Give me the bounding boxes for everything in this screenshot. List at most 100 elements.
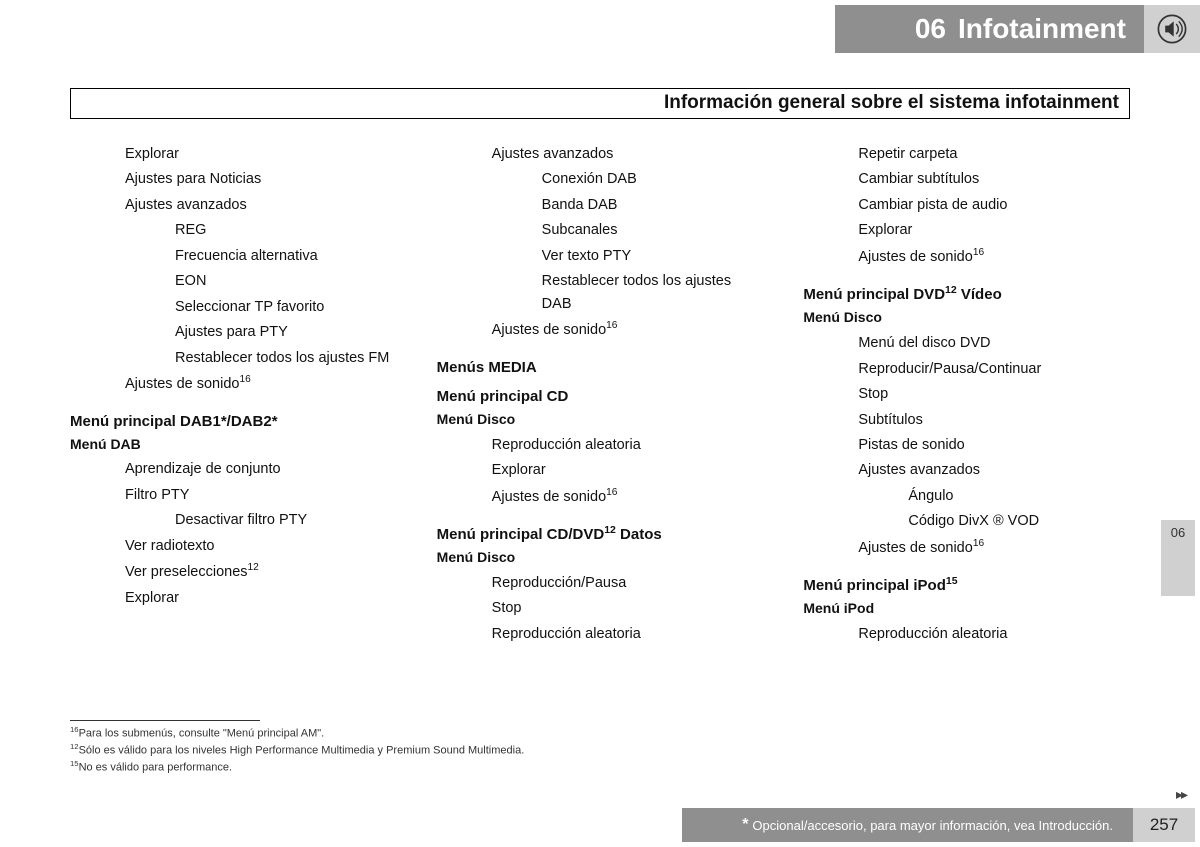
list-item: REG xyxy=(70,219,397,241)
section-title: Información general sobre el sistema inf… xyxy=(70,88,1130,119)
text: Para los submenús, consulte "Menú princi… xyxy=(79,728,325,740)
footnote-line: 16Para los submenús, consulte "Menú prin… xyxy=(70,725,1130,742)
list-item: Stop xyxy=(437,597,764,619)
list-item: Explorar xyxy=(70,587,397,609)
text: Menú principal CD/DVD xyxy=(437,526,605,543)
menu-subheading: Menú Disco xyxy=(803,307,1130,329)
sup-ref: 16 xyxy=(973,538,984,549)
list-item: Cambiar subtítulos xyxy=(803,168,1130,190)
list-item: Ajustes para PTY xyxy=(70,321,397,343)
continuation-arrows-icon: ▸▸ xyxy=(1176,786,1186,803)
list-item: EON xyxy=(70,270,397,292)
content-columns: Explorar Ajustes para Noticias Ajustes a… xyxy=(70,140,1130,649)
list-item: Subtítulos xyxy=(803,409,1130,431)
list-item: Ajustes de sonido16 xyxy=(437,485,764,508)
list-item: Aprendizaje de conjunto xyxy=(70,458,397,480)
list-item: Banda DAB xyxy=(437,194,764,216)
list-item: Restablecer todos los ajustes DAB xyxy=(437,270,764,315)
list-item: Ver texto PTY xyxy=(437,245,764,267)
sup-ref: 12 xyxy=(248,562,259,573)
list-item: Ajustes de sonido16 xyxy=(437,318,764,341)
list-item: Ajustes para Noticias xyxy=(70,168,397,190)
menu-subheading: Menú DAB xyxy=(70,434,397,456)
text: Ajustes de sonido xyxy=(125,376,239,392)
list-item: Código DivX ® VOD xyxy=(803,510,1130,532)
sup-ref: 15 xyxy=(70,759,79,768)
sup-ref: 16 xyxy=(239,374,250,385)
text: Menú principal iPod xyxy=(803,577,946,594)
list-item: Explorar xyxy=(803,219,1130,241)
side-tab: 06 xyxy=(1161,520,1195,596)
list-item: Menú del disco DVD xyxy=(803,332,1130,354)
chapter-number: 06 xyxy=(915,13,946,45)
text: Ver preselecciones xyxy=(125,564,248,580)
text: Sólo es válido para los niveles High Per… xyxy=(79,745,525,757)
speaker-icon xyxy=(1155,12,1189,46)
list-item: Ver radiotexto xyxy=(70,535,397,557)
sup-ref: 12 xyxy=(70,742,79,751)
footer-note: * Opcional/accesorio, para mayor informa… xyxy=(682,808,1133,842)
list-item: Conexión DAB xyxy=(437,168,764,190)
list-item: Ajustes de sonido16 xyxy=(803,536,1130,559)
middle-column: Ajustes avanzados Conexión DAB Banda DAB… xyxy=(437,140,764,649)
menu-heading: Menú principal DAB1*/DAB2* xyxy=(70,410,397,433)
text: Datos xyxy=(616,526,662,543)
list-item: Reproducción aleatoria xyxy=(437,434,764,456)
menu-heading: Menú principal CD/DVD12 Datos xyxy=(437,522,764,546)
sup-ref: 16 xyxy=(973,247,984,258)
sup-ref: 16 xyxy=(70,725,79,734)
left-column: Explorar Ajustes para Noticias Ajustes a… xyxy=(70,140,397,649)
sup-ref: 12 xyxy=(945,284,957,296)
menu-heading: Menú principal CD xyxy=(437,385,764,408)
list-item: Ajustes avanzados xyxy=(437,143,764,165)
asterisk-symbol: * xyxy=(742,816,748,834)
footer-bar: * Opcional/accesorio, para mayor informa… xyxy=(682,808,1195,842)
list-item: Ajustes avanzados xyxy=(70,194,397,216)
list-item: Explorar xyxy=(437,459,764,481)
footnotes: 16Para los submenús, consulte "Menú prin… xyxy=(70,720,1130,776)
list-item: Ver preselecciones12 xyxy=(70,560,397,583)
text: Ajustes de sonido xyxy=(492,322,606,338)
list-item: Frecuencia alternativa xyxy=(70,245,397,267)
footnote-line: 15No es válido para performance. xyxy=(70,759,1130,776)
text: Menú principal DVD xyxy=(803,286,945,303)
list-item: Ajustes de sonido16 xyxy=(803,245,1130,268)
list-item: Seleccionar TP favorito xyxy=(70,296,397,318)
list-item: Restablecer todos los ajustes FM xyxy=(70,347,397,369)
text: No es válido para performance. xyxy=(79,762,232,774)
speaker-icon-box xyxy=(1144,5,1200,53)
menu-heading: Menús MEDIA xyxy=(437,356,764,379)
menu-subheading: Menú Disco xyxy=(437,547,764,569)
list-item: Filtro PTY xyxy=(70,484,397,506)
header-bar: 06 Infotainment xyxy=(0,5,1200,53)
list-item: Desactivar filtro PTY xyxy=(70,509,397,531)
list-item: Reproducción/Pausa xyxy=(437,572,764,594)
sup-ref: 12 xyxy=(604,524,616,536)
text: Ajustes de sonido xyxy=(858,540,972,556)
list-item: Subcanales xyxy=(437,219,764,241)
right-column: Repetir carpeta Cambiar subtítulos Cambi… xyxy=(803,140,1130,649)
text: Ajustes de sonido xyxy=(492,489,606,505)
list-item: Ajustes de sonido16 xyxy=(70,372,397,395)
sup-ref: 16 xyxy=(606,487,617,498)
footer-text: Opcional/accesorio, para mayor informaci… xyxy=(752,818,1113,833)
list-item: Reproducir/Pausa/Continuar xyxy=(803,358,1130,380)
text: Ajustes de sonido xyxy=(858,249,972,265)
sup-ref: 16 xyxy=(606,320,617,331)
list-item: Ángulo xyxy=(803,485,1130,507)
menu-heading: Menú principal iPod15 xyxy=(803,573,1130,597)
menu-subheading: Menú iPod xyxy=(803,598,1130,620)
list-item: Ajustes avanzados xyxy=(803,459,1130,481)
list-item: Stop xyxy=(803,383,1130,405)
chapter-title: 06 Infotainment xyxy=(835,5,1144,53)
list-item: Pistas de sonido xyxy=(803,434,1130,456)
text: Vídeo xyxy=(957,286,1002,303)
menu-subheading: Menú Disco xyxy=(437,409,764,431)
list-item: Explorar xyxy=(70,143,397,165)
menu-heading: Menú principal DVD12 Vídeo xyxy=(803,282,1130,306)
list-item: Reproducción aleatoria xyxy=(437,623,764,645)
list-item: Repetir carpeta xyxy=(803,143,1130,165)
sup-ref: 15 xyxy=(946,575,958,587)
footnote-line: 12Sólo es válido para los niveles High P… xyxy=(70,742,1130,759)
chapter-name: Infotainment xyxy=(958,13,1126,45)
